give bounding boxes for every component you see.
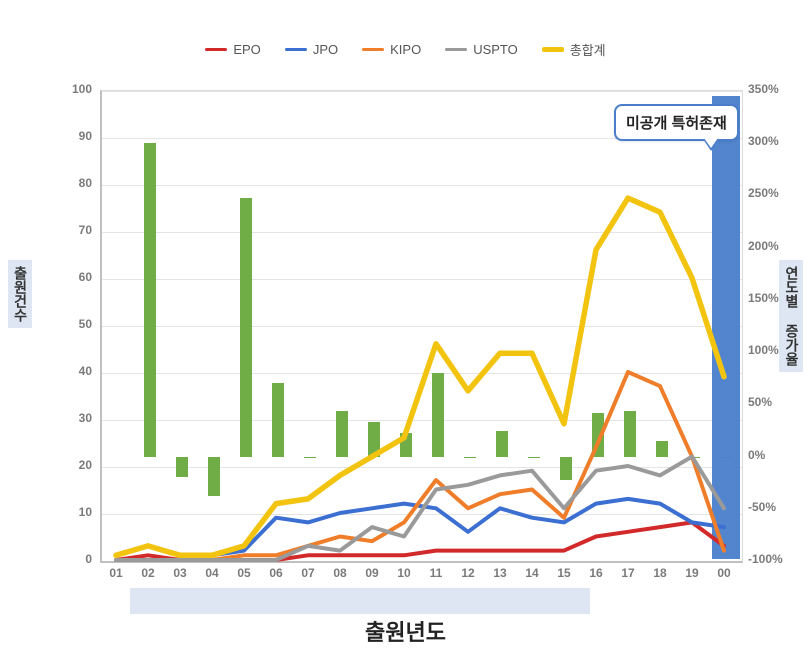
y-right-tick: 100% <box>748 343 798 357</box>
series-JPO <box>116 499 724 555</box>
x-tick: 02 <box>141 566 154 580</box>
y-left-tick: 70 <box>52 223 92 237</box>
y-right-tick: 0% <box>748 448 798 462</box>
x-axis-title: 출원년도 <box>0 615 811 647</box>
y-right-tick: -50% <box>748 500 798 514</box>
line-layer <box>100 90 740 560</box>
series-USPTO <box>116 457 724 560</box>
legend-item: KIPO <box>362 40 421 59</box>
y-left-tick: 0 <box>52 552 92 566</box>
x-tick: 09 <box>365 566 378 580</box>
y-left-tick: 40 <box>52 364 92 378</box>
x-tick: 18 <box>653 566 666 580</box>
x-axis-band <box>130 588 590 614</box>
y-left-tick: 10 <box>52 505 92 519</box>
x-tick: 17 <box>621 566 634 580</box>
legend-item: JPO <box>285 40 338 59</box>
y-left-tick: 30 <box>52 411 92 425</box>
y-left-tick: 60 <box>52 270 92 284</box>
x-tick: 14 <box>525 566 538 580</box>
legend-label: USPTO <box>473 42 518 57</box>
legend-item: EPO <box>205 40 260 59</box>
x-tick: 11 <box>430 566 443 580</box>
legend-label: 총합계 <box>570 40 606 59</box>
x-tick: 16 <box>589 566 602 580</box>
y-right-tick: 300% <box>748 134 798 148</box>
y-left-tick: 100 <box>52 82 92 96</box>
x-tick: 13 <box>493 566 506 580</box>
legend-item: USPTO <box>445 40 518 59</box>
chart-container: EPOJPOKIPOUSPTO총합계 출원건수 연도별 증가율 출원년도 미공개… <box>0 0 811 672</box>
x-tick: 01 <box>109 566 122 580</box>
y-right-tick: 350% <box>748 82 798 96</box>
legend-label: EPO <box>233 42 260 57</box>
y-right-tick: 200% <box>748 239 798 253</box>
y-left-tick: 20 <box>52 458 92 472</box>
x-tick: 04 <box>205 566 218 580</box>
y-right-tick: 50% <box>748 395 798 409</box>
x-tick: 12 <box>461 566 474 580</box>
x-tick: 08 <box>333 566 346 580</box>
legend-item: 총합계 <box>542 40 606 59</box>
legend-label: JPO <box>313 42 338 57</box>
x-tick: 05 <box>237 566 250 580</box>
y-left-tick: 50 <box>52 317 92 331</box>
legend: EPO JPO KIPO USPTO 총합계 <box>0 40 811 59</box>
y-left-tick: 80 <box>52 176 92 190</box>
x-tick: 07 <box>301 566 314 580</box>
legend-label: KIPO <box>390 42 421 57</box>
x-tick: 00 <box>717 566 730 580</box>
y-right-tick: 250% <box>748 186 798 200</box>
y-left-tick: 90 <box>52 129 92 143</box>
y-right-tick: -100% <box>748 552 798 566</box>
x-tick: 15 <box>557 566 570 580</box>
x-tick: 10 <box>397 566 410 580</box>
y-left-axis-title: 출원건수 <box>8 260 32 328</box>
x-tick: 03 <box>173 566 186 580</box>
x-tick: 06 <box>269 566 282 580</box>
y-right-tick: 150% <box>748 291 798 305</box>
x-tick: 19 <box>685 566 698 580</box>
